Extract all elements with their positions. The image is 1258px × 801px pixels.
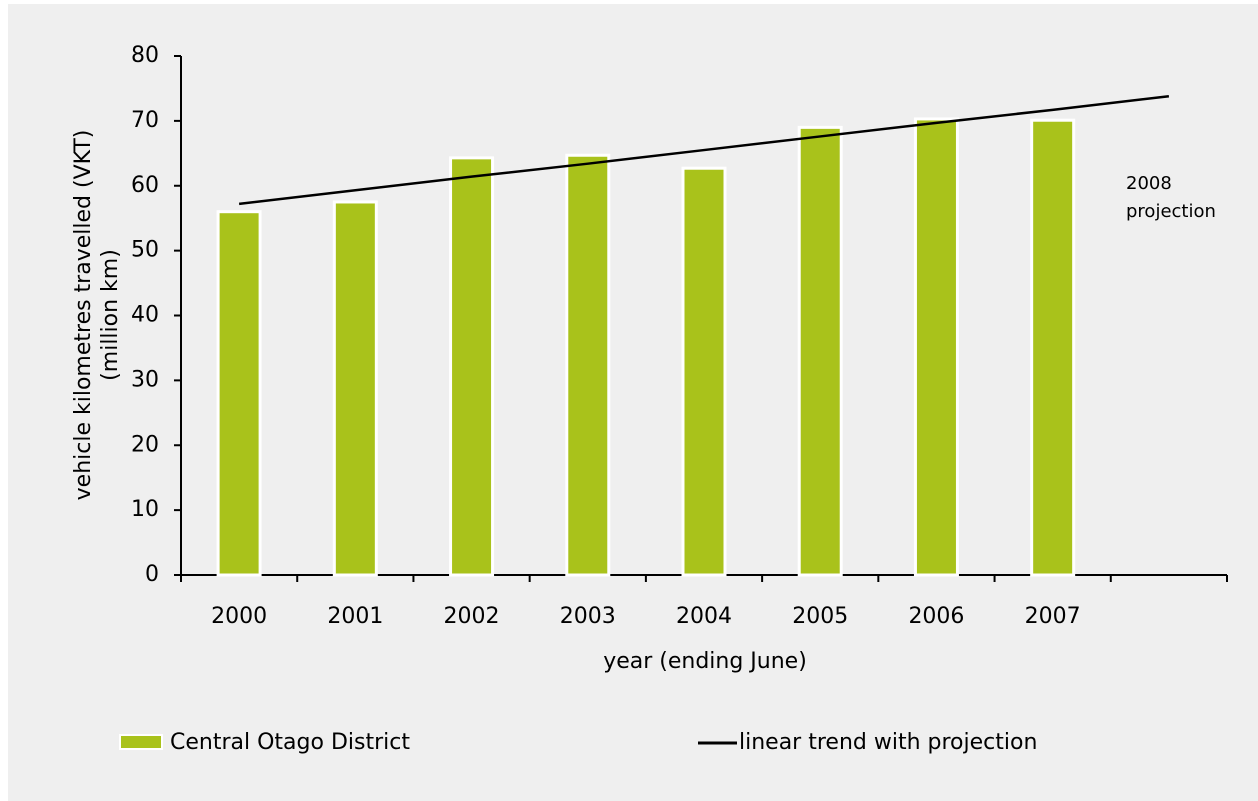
annotation: projection xyxy=(1126,201,1216,222)
x-tick-label: 2000 xyxy=(211,604,267,629)
x-axis-title: year (ending June) xyxy=(603,649,807,674)
bar xyxy=(332,200,378,577)
bar xyxy=(913,117,959,577)
y-tick-label: 20 xyxy=(131,432,159,457)
x-tick-label: 2006 xyxy=(908,604,964,629)
x-tick-label: 2005 xyxy=(792,604,848,629)
x-tick-label: 2002 xyxy=(444,604,500,629)
y-axis-title: (million km) xyxy=(98,249,123,381)
y-tick-label: 60 xyxy=(131,173,159,198)
y-tick-label: 40 xyxy=(131,303,159,328)
y-tick-label: 0 xyxy=(145,562,159,587)
x-tick-label: 2004 xyxy=(676,604,732,629)
y-tick-label: 70 xyxy=(131,108,159,133)
y-tick-label: 80 xyxy=(131,43,159,68)
y-tick-label: 30 xyxy=(131,367,159,392)
x-tick-label: 2001 xyxy=(327,604,383,629)
legend-label: linear trend with projection xyxy=(739,730,1037,755)
bar xyxy=(216,210,262,577)
bar xyxy=(1030,118,1076,577)
bar xyxy=(449,156,495,577)
x-tick-label: 2007 xyxy=(1025,604,1081,629)
bar xyxy=(681,166,727,577)
legend-swatch xyxy=(119,734,163,750)
y-tick-label: 50 xyxy=(131,238,159,263)
annotation: 2008 xyxy=(1126,173,1172,194)
bar xyxy=(565,153,611,577)
legend-label: Central Otago District xyxy=(170,730,410,755)
y-tick-label: 10 xyxy=(131,497,159,522)
trend-line xyxy=(238,94,1170,206)
x-tick-label: 2003 xyxy=(560,604,616,629)
bar xyxy=(797,125,843,577)
y-axis-title: vehicle kilometres travelled (VKT) xyxy=(71,130,96,501)
